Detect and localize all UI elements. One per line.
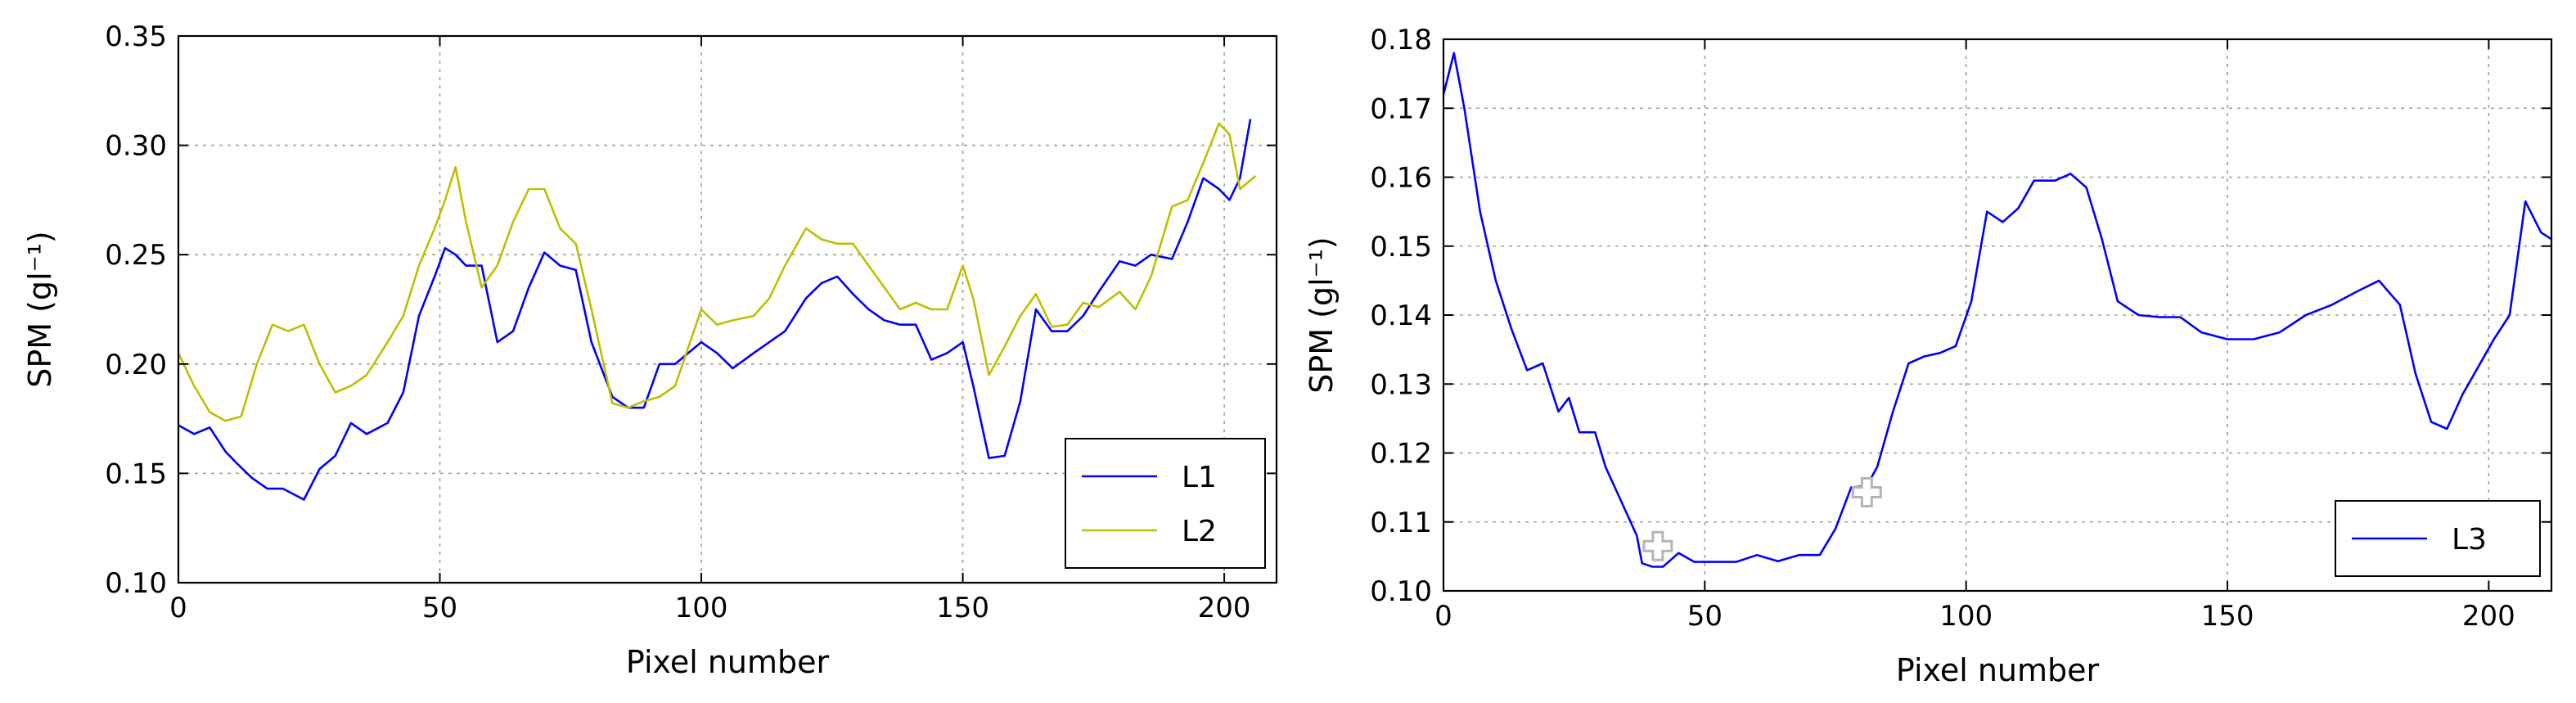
x-tick-label: 50	[1687, 600, 1723, 633]
y-tick-label: 0.14	[1370, 300, 1432, 332]
legend: L3	[2335, 500, 2541, 577]
x-axis-label: Pixel number	[626, 644, 830, 680]
x-tick-label: 0	[169, 592, 187, 624]
chart-2: 0 50 100 150 200 0.10 0.11 0.12 0.13 0.14 0.15 0.16…	[1304, 24, 2553, 688]
cross-marker	[1642, 530, 1673, 561]
y-tick-label: 0.18	[1370, 24, 1432, 56]
chart-1: 0 50 100 150 200 0.10 0.15 0.20 0.25 0.30 0.35 Pixe…	[22, 20, 1278, 680]
y-tick-label: 0.16	[1370, 162, 1432, 195]
x-tick-label: 100	[675, 592, 728, 624]
y-tick-label: 0.15	[1370, 231, 1432, 264]
series-line-l3	[1442, 52, 2552, 568]
legend-label-l3: L3	[2452, 523, 2487, 557]
legend-box	[1065, 438, 1266, 569]
legend-label-l1: L1	[1182, 461, 1217, 494]
y-tick-label: 0.10	[105, 567, 167, 600]
y-tick-label: 0.30	[105, 130, 167, 163]
x-tick-label: 0	[1434, 600, 1452, 633]
legend: L1 L2	[1065, 438, 1266, 569]
x-tick-label: 150	[936, 592, 989, 624]
y-tick-label: 0.25	[105, 239, 167, 272]
plot-frame	[177, 34, 1278, 584]
legend-label-l2: L2	[1182, 515, 1217, 548]
y-tick-label: 0.20	[105, 349, 167, 381]
y-tick-label: 0.10	[1370, 575, 1432, 608]
cross-marker	[1851, 477, 1882, 508]
x-axis-label: Pixel number	[1896, 652, 2100, 688]
y-tick-label: 0.13	[1370, 368, 1432, 401]
series-line-l2	[177, 122, 1257, 422]
y-tick-label: 0.11	[1370, 507, 1432, 539]
series-line-l1	[178, 119, 1252, 501]
x-tick-label: 200	[1198, 592, 1251, 624]
y-tick-label: 0.35	[105, 20, 167, 53]
y-tick-label: 0.17	[1370, 92, 1432, 125]
y-tick-label: 0.12	[1370, 438, 1432, 471]
x-tick-label: 50	[422, 592, 457, 624]
x-tick-label: 200	[2462, 600, 2515, 633]
y-axis-label: SPM (gl⁻¹)	[22, 231, 58, 388]
y-axis-label: SPM (gl⁻¹)	[1304, 237, 1340, 394]
x-tick-label: 100	[1939, 600, 1993, 633]
x-tick-label: 150	[2201, 600, 2254, 633]
y-tick-label: 0.15	[105, 457, 167, 490]
